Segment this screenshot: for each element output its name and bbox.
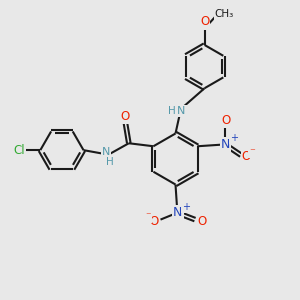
- Text: O: O: [121, 110, 130, 123]
- Text: O: O: [149, 214, 158, 228]
- Text: O: O: [200, 15, 209, 28]
- Text: ⁻: ⁻: [250, 147, 255, 157]
- Text: ⁻: ⁻: [145, 212, 151, 222]
- Text: N: N: [177, 106, 186, 116]
- Text: O: O: [221, 114, 231, 127]
- Text: +: +: [230, 133, 238, 143]
- Text: N: N: [102, 147, 110, 157]
- Text: H: H: [168, 106, 176, 116]
- Text: H: H: [106, 157, 114, 167]
- Text: O: O: [197, 214, 206, 228]
- Text: +: +: [182, 202, 190, 212]
- Text: CH₃: CH₃: [215, 9, 234, 20]
- Text: Cl: Cl: [13, 144, 25, 157]
- Text: N: N: [221, 138, 230, 151]
- Text: N: N: [173, 206, 182, 219]
- Text: O: O: [242, 150, 251, 163]
